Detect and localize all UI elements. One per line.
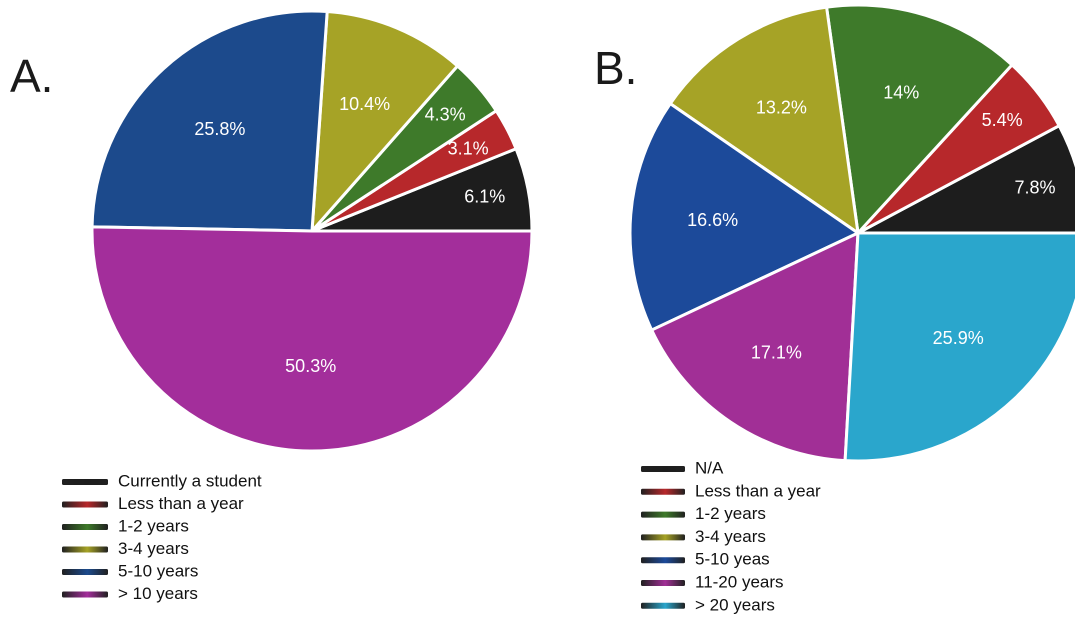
legend-label-1-2-years: 1-2 years [695, 504, 766, 523]
slice-label-1-2-years: 14% [883, 82, 919, 102]
legend-label-less-than-a-year: Less than a year [118, 494, 244, 513]
legend-label-3-4-years: 3-4 years [118, 539, 189, 558]
legend-swatch-11-20-years [641, 580, 685, 586]
legend-label-less-than-a-year: Less than a year [695, 481, 821, 500]
legend-a: Currently a student Less than a year 1-2 y… [62, 471, 262, 603]
panel-a: A. 6.1% 3.1% 4.3% 10.4% 25.8% 50.3% Currently… [10, 9, 534, 603]
legend-swatch-less-than-a-year [62, 501, 108, 508]
legend-swatch-5-10-years [62, 569, 108, 575]
pie-slice-n-a [856, 124, 1075, 235]
pie-slice-5-10-yeas [628, 102, 860, 332]
pie-chart-b: 7.8% 5.4% 14% 13.2% 16.6% 17.1% 25.9% [628, 3, 1075, 463]
legend-swatch-n-a [641, 466, 685, 472]
slice-label-10-years: 50.3% [285, 356, 336, 376]
slice-label-5-10-years: 25.8% [194, 119, 245, 139]
pie-slice-1-2-years [825, 3, 1014, 235]
slice-label-currently-a-student: 6.1% [464, 186, 505, 206]
legend-label-5-10-yeas: 5-10 yeas [695, 550, 770, 569]
pie-slice-20-years [843, 231, 1075, 463]
pie-slice-11-20-years [650, 231, 860, 463]
legend-label-1-2-years: 1-2 years [118, 516, 189, 535]
panel-b-label: B. [594, 42, 637, 94]
panel-b: B. 7.8% 5.4% 14% 13.2% 16.6% 17.1% 25.9% N/A Le… [594, 3, 1075, 614]
slice-label-less-than-a-year: 5.4% [982, 110, 1023, 130]
slice-label-5-10-yeas: 16.6% [687, 210, 738, 230]
legend-swatch-less-than-a-year [641, 488, 685, 495]
slice-label-11-20-years: 17.1% [751, 343, 802, 363]
legend-label-3-4-years: 3-4 years [695, 527, 766, 546]
pie-slice-3-4-years [310, 10, 459, 233]
pie-slice-3-4-years [668, 5, 860, 235]
pie-slice-5-10-years [90, 9, 329, 233]
legend-swatch-5-10-yeas [641, 557, 685, 564]
legend-swatch-3-4-years [62, 546, 108, 553]
slice-label-1-2-years: 4.3% [425, 105, 466, 125]
slice-label-n-a: 7.8% [1014, 177, 1055, 197]
legend-swatch-10-years [62, 591, 108, 598]
panel-a-label: A. [10, 50, 53, 102]
legend-label-currently-a-student: Currently a student [118, 471, 262, 490]
legend-swatch-3-4-years [641, 534, 685, 541]
legend-label-20-years: > 20 years [695, 595, 775, 614]
slice-label-3-4-years: 10.4% [339, 94, 390, 114]
legend-label-10-years: > 10 years [118, 584, 198, 603]
legend-b: N/A Less than a year 1-2 years 3-4 years 5-1… [641, 458, 821, 614]
legend-label-11-20-years: 11-20 years [695, 572, 784, 591]
slice-label-3-4-years: 13.2% [756, 98, 807, 118]
slice-label-less-than-a-year: 3.1% [448, 138, 489, 158]
slice-label-20-years: 25.9% [933, 328, 984, 348]
legend-label-5-10-years: 5-10 years [118, 561, 198, 580]
legend-swatch-20-years [641, 602, 685, 609]
legend-swatch-1-2-years [641, 511, 685, 518]
pie-chart-a: 6.1% 3.1% 4.3% 10.4% 25.8% 50.3% [90, 9, 534, 453]
legend-label-n-a: N/A [695, 458, 724, 477]
legend-swatch-currently-a-student [62, 479, 108, 485]
legend-swatch-1-2-years [62, 524, 108, 530]
pie-slice-10-years [90, 225, 534, 453]
